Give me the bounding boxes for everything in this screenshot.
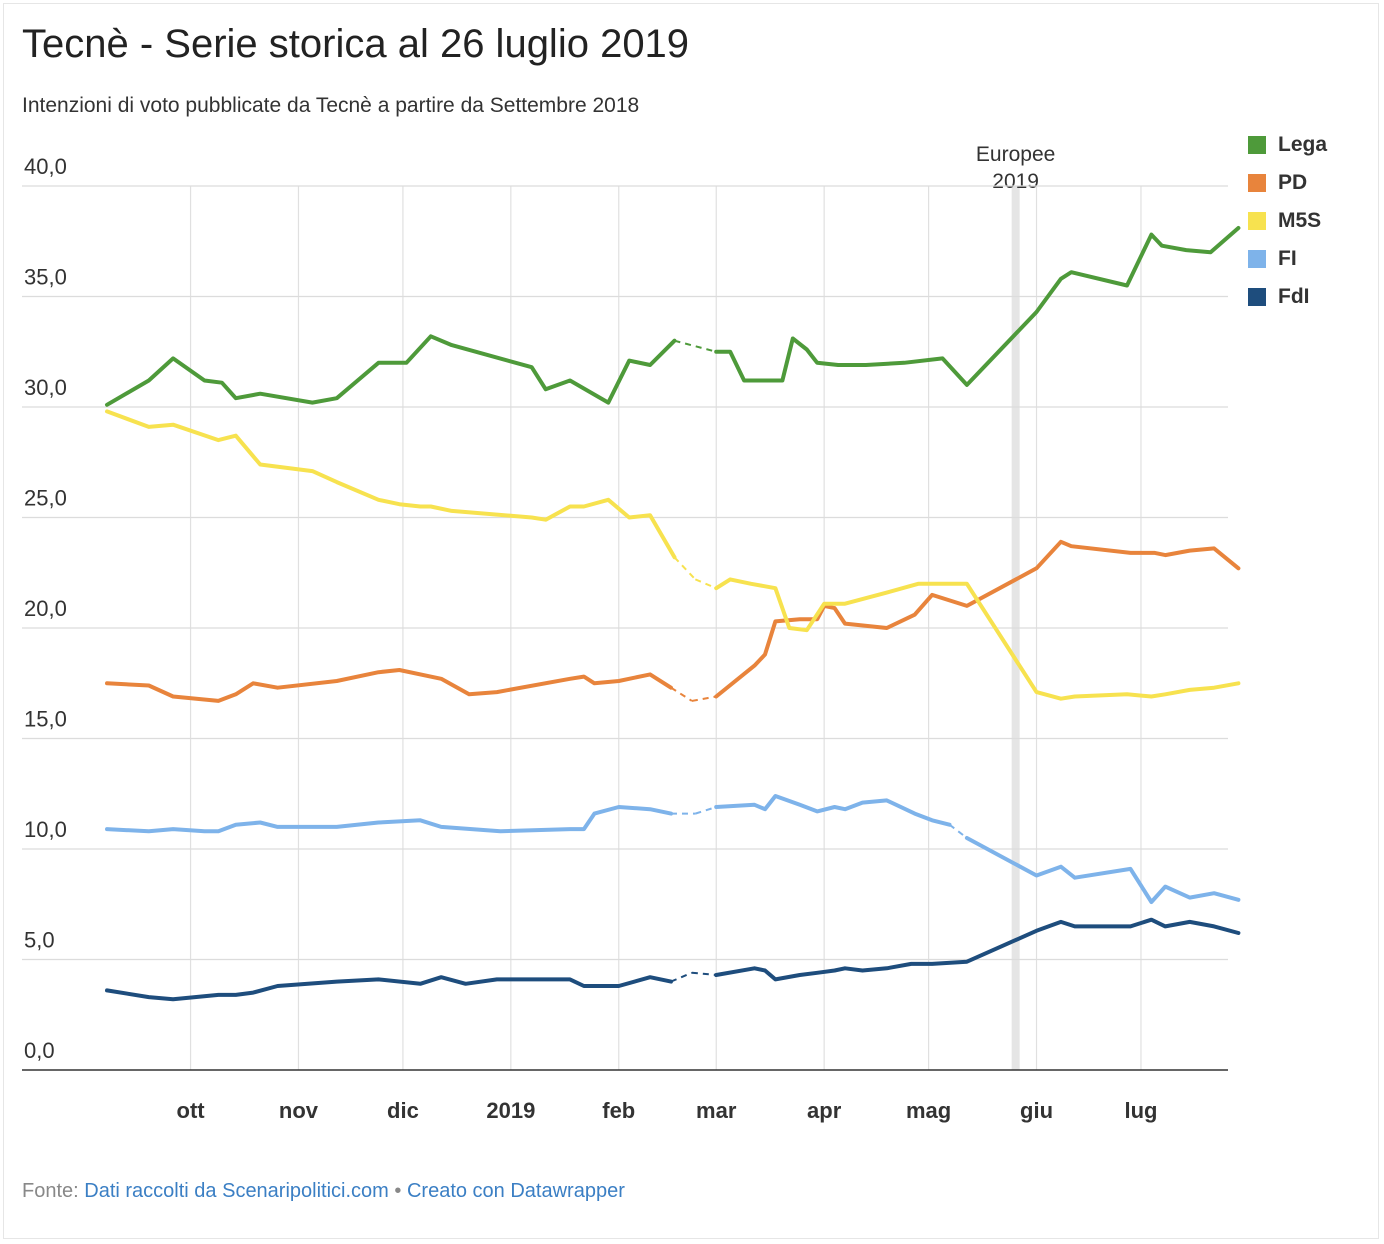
legend-swatch [1248, 212, 1266, 230]
series-gap-fi-3 [948, 823, 968, 839]
x-tick-label-apr: apr [807, 1098, 842, 1123]
series-gap-fdi-2 [691, 971, 717, 976]
series-fi [105, 794, 1241, 904]
series-gap-m5s-2 [694, 578, 717, 590]
legend-item-fdi: FdI [1248, 278, 1327, 316]
x-tick-label-nov: nov [279, 1098, 319, 1123]
datawrapper-link[interactable]: Creato con Datawrapper [406, 1180, 625, 1202]
series-line-m5s-0 [105, 409, 677, 560]
y-tick-label-7: 35,0 [24, 265, 67, 290]
chart-subtitle: Intenzioni di voto pubblicate da Tecnè a… [22, 94, 640, 117]
source-link[interactable]: Dati raccolti da Scenaripolitici.com [84, 1180, 389, 1202]
series-line-fdi-2 [714, 917, 1241, 982]
x-tick-label-2019: 2019 [486, 1098, 535, 1123]
annotation-label-0: Europee 2019 [976, 143, 1055, 193]
legend-item-pd: PD [1248, 164, 1327, 202]
series-line-fdi-0 [105, 975, 673, 1002]
y-tick-label-1: 5,0 [24, 928, 55, 953]
x-tick-label-mar: mar [696, 1098, 737, 1123]
series-gap-lega-1 [674, 339, 717, 353]
legend-label: M5S [1278, 209, 1322, 232]
series-line-fi-3 [964, 836, 1241, 904]
series-gap-fi-2 [695, 806, 717, 815]
y-tick-label-5: 25,0 [24, 486, 67, 511]
x-tick-label-ott: ott [177, 1098, 206, 1123]
series-line-fi-0 [105, 805, 673, 834]
x-tick-label-feb: feb [602, 1098, 635, 1123]
legend-label: FI [1278, 247, 1297, 270]
x-tick-label-dic: dic [387, 1098, 419, 1123]
annotation-line-0: Europee [976, 143, 1055, 166]
series-line-lega-0 [105, 334, 677, 407]
legend-item-lega: Lega [1248, 126, 1327, 164]
chart-frame [3, 3, 1379, 1239]
legend-swatch [1248, 250, 1266, 268]
y-tick-label-4: 20,0 [24, 596, 67, 621]
series-gap-pd-1 [670, 686, 693, 702]
legend-swatch [1248, 288, 1266, 306]
y-tick-label-2: 10,0 [24, 817, 67, 842]
y-tick-label-6: 30,0 [24, 375, 67, 400]
x-tick-label-lug: lug [1124, 1098, 1157, 1123]
legend-item-m5s: M5S [1248, 202, 1327, 240]
legend: Lega PD M5S FI FdI [1248, 126, 1327, 316]
y-tick-label-8: 40,0 [24, 154, 67, 179]
series-line-lega-1 [714, 226, 1241, 387]
y-tick-label-0: 0,0 [24, 1038, 55, 1063]
legend-swatch [1248, 136, 1266, 154]
footer-separator: • [394, 1180, 402, 1202]
y-tick-label-3: 15,0 [24, 707, 67, 732]
series-line-fi-2 [714, 794, 952, 827]
footer: Fonte: Dati raccolti da Scenaripolitici.… [22, 1180, 625, 1203]
legend-label: Lega [1278, 133, 1328, 156]
legend-item-fi: FI [1248, 240, 1327, 278]
series-fdi [105, 917, 1241, 1002]
annotation-line-1: 2019 [992, 170, 1039, 193]
x-tick-label-mag: mag [906, 1098, 951, 1123]
x-tick-label-giu: giu [1020, 1098, 1053, 1123]
series-line-pd-2 [714, 539, 1241, 699]
series-m5s [105, 409, 1241, 701]
series-gap-fdi-1 [670, 971, 693, 983]
series-lega [105, 226, 1241, 407]
series-pd [105, 539, 1241, 703]
series-line-pd-0 [105, 668, 673, 703]
legend-label: PD [1278, 171, 1308, 194]
legend-label: FdI [1278, 285, 1310, 308]
series-gap-pd-2 [691, 695, 717, 702]
footer-prefix: Fonte: [22, 1180, 79, 1202]
chart-title: Tecnè - Serie storica al 26 luglio 2019 [22, 22, 690, 66]
series-line-m5s-2 [714, 577, 1241, 701]
legend-swatch [1248, 174, 1266, 192]
series-gap-m5s-1 [673, 556, 697, 581]
